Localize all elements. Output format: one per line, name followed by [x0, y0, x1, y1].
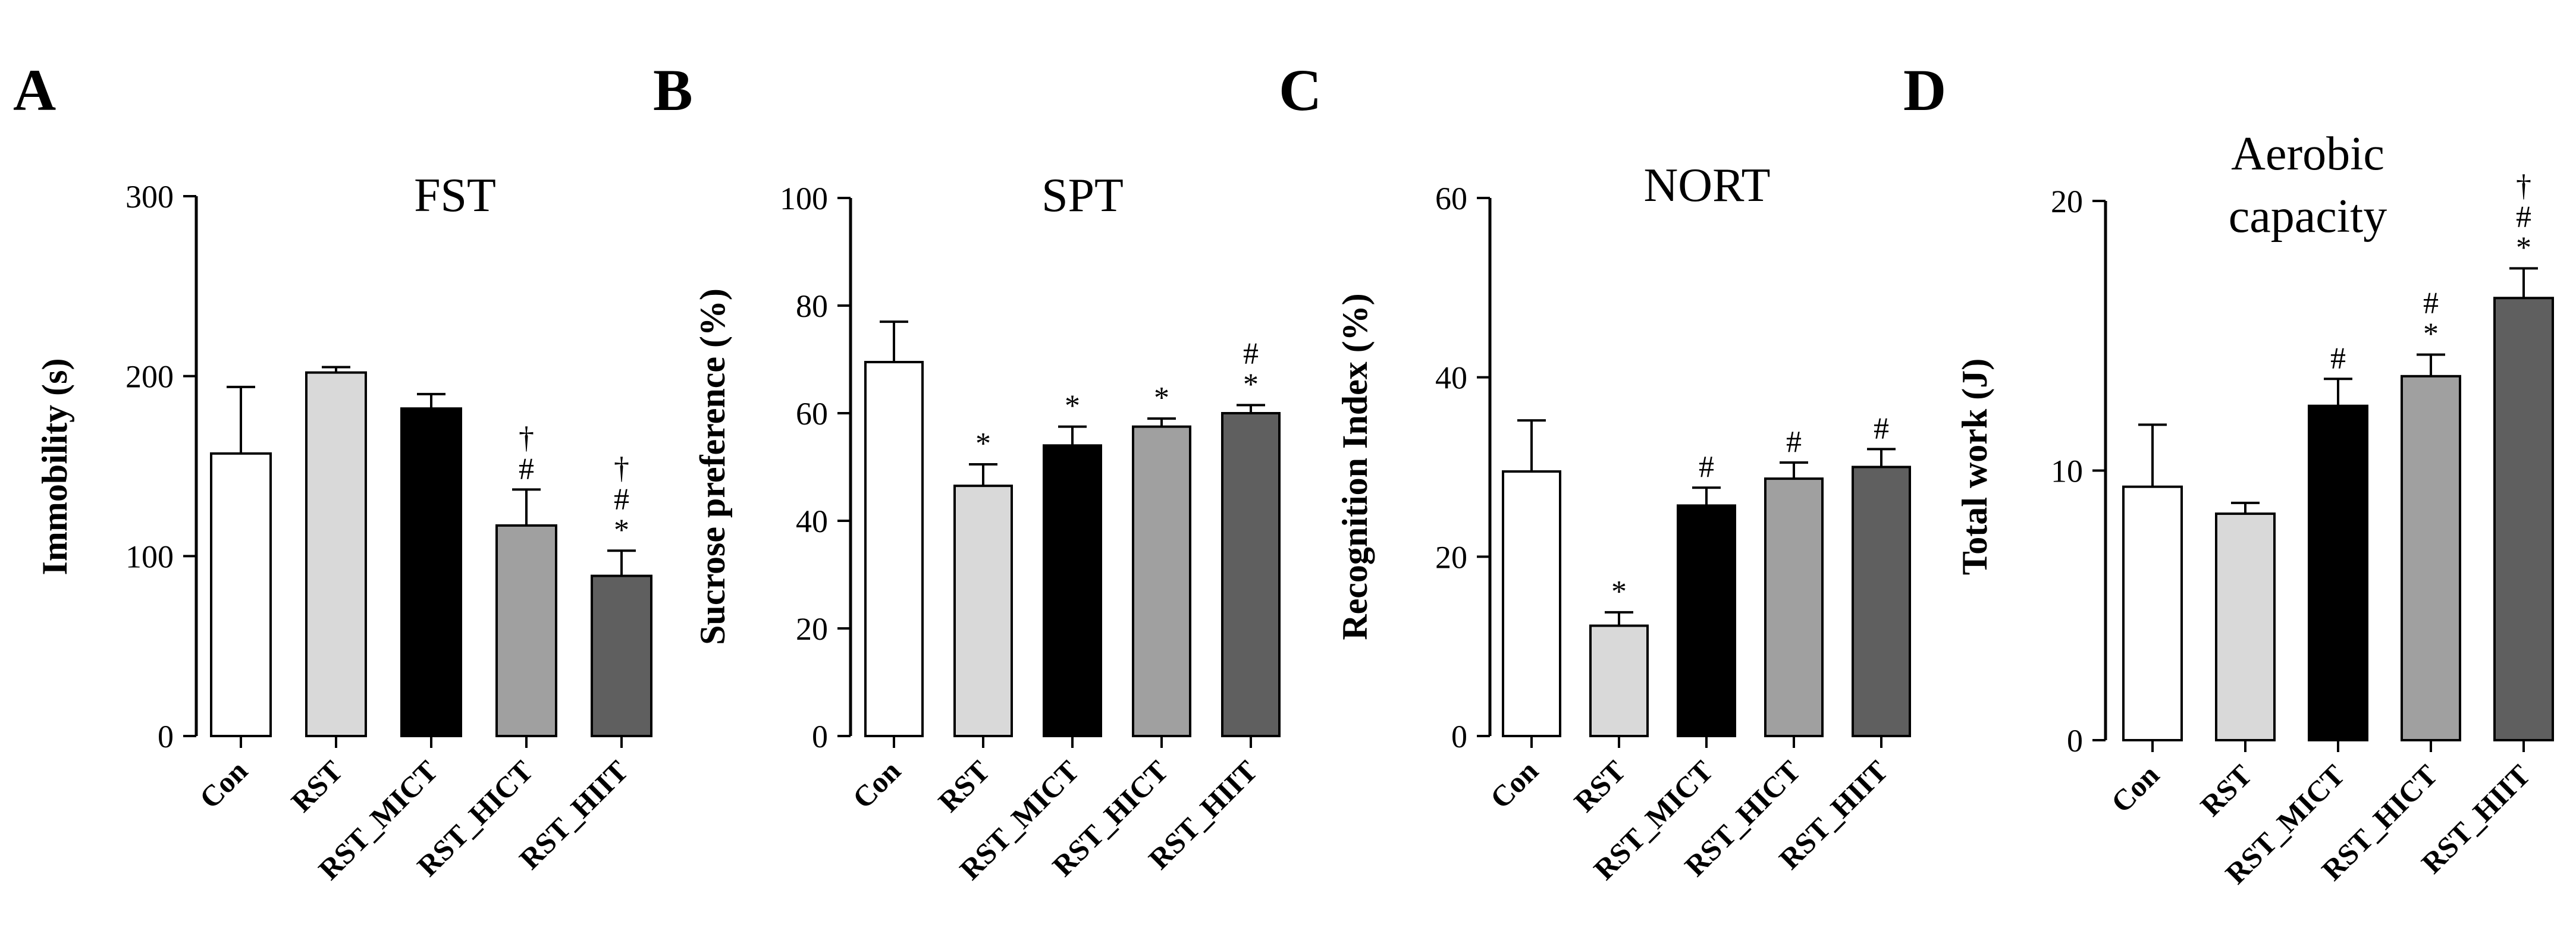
significance-marker: *: [614, 513, 629, 547]
bar-rst: [953, 485, 1013, 737]
significance-marker: #: [2516, 200, 2531, 234]
significance-marker: *: [1154, 381, 1169, 415]
significance-marker: †: [614, 451, 629, 485]
y-tick-label: 300: [125, 179, 174, 215]
bar-rst-mict: [2308, 404, 2368, 741]
y-tick-label: 80: [796, 288, 828, 324]
significance-marker: #: [1786, 425, 1802, 459]
y-tick-label: 10: [2051, 454, 2083, 489]
y-tick-label: 20: [796, 611, 828, 647]
y-axis-label: Sucrose preference (%): [693, 288, 732, 645]
significance-marker: *: [1243, 367, 1259, 401]
bar-rst: [2215, 512, 2276, 741]
bar-rst-hiit: [1852, 466, 1911, 737]
bar-rst-hiit: [591, 574, 652, 737]
y-tick-label: 0: [2067, 723, 2083, 759]
panel-letter: A: [13, 57, 56, 123]
chart-title: SPT: [1041, 169, 1124, 222]
y-tick-label: 0: [812, 719, 828, 754]
bar-rst-mict: [1677, 504, 1736, 737]
bar-con: [864, 361, 924, 737]
bar-rst-hict: [1132, 425, 1191, 737]
y-tick-label: 20: [2051, 184, 2083, 219]
bar-rst-mict: [1043, 444, 1102, 737]
y-tick-label: 0: [158, 719, 174, 754]
bar-rst-hiit: [1221, 412, 1281, 737]
bar-con: [2122, 485, 2183, 742]
significance-marker: *: [2423, 317, 2439, 351]
significance-marker: *: [2516, 231, 2531, 265]
y-axis-label: Immobility (s): [35, 358, 74, 576]
panel-letter: C: [1279, 57, 1322, 123]
y-tick-label: 60: [796, 396, 828, 432]
significance-marker: #: [1243, 337, 1259, 370]
y-tick-label: 100: [780, 181, 828, 216]
bar-rst-mict: [400, 407, 462, 737]
significance-marker: *: [975, 427, 991, 461]
y-axis-label: Total work (J): [1955, 358, 1994, 575]
significance-marker: #: [2330, 341, 2346, 375]
y-tick-label: 60: [1435, 181, 1467, 216]
y-tick-label: 200: [125, 359, 174, 395]
bar-rst: [305, 371, 367, 737]
significance-marker: #: [1699, 450, 1714, 484]
significance-marker: #: [519, 452, 534, 486]
panel-letter: B: [653, 57, 693, 123]
y-tick-label: 40: [1435, 360, 1467, 396]
chart-title-line-2: capacity: [2229, 190, 2387, 243]
bar-rst: [1589, 624, 1649, 737]
significance-marker: #: [2423, 286, 2439, 320]
bar-rst-hict: [495, 524, 557, 737]
y-tick-label: 0: [1451, 719, 1467, 754]
bar-rst-hict: [1764, 477, 1824, 737]
significance-marker: #: [1874, 411, 1889, 445]
significance-marker: †: [519, 421, 534, 455]
chart-title: FST: [414, 169, 496, 222]
bar-con: [210, 452, 272, 738]
bar-con: [1502, 470, 1561, 738]
y-axis-label: Recognition Index (%): [1335, 293, 1375, 640]
y-tick-label: 40: [796, 504, 828, 539]
bar-rst-hiit: [2493, 297, 2554, 741]
panel-letter: D: [1903, 57, 1946, 123]
significance-marker: *: [1611, 575, 1627, 609]
y-tick-label: 100: [125, 539, 174, 574]
bar-rst-hict: [2401, 375, 2461, 741]
chart-title: NORT: [1644, 159, 1771, 212]
significance-marker: #: [614, 482, 629, 516]
significance-marker: *: [1065, 389, 1080, 423]
chart-title-line-1: Aerobic: [2231, 128, 2384, 180]
significance-marker: †: [2516, 169, 2531, 203]
y-tick-label: 20: [1435, 539, 1467, 575]
